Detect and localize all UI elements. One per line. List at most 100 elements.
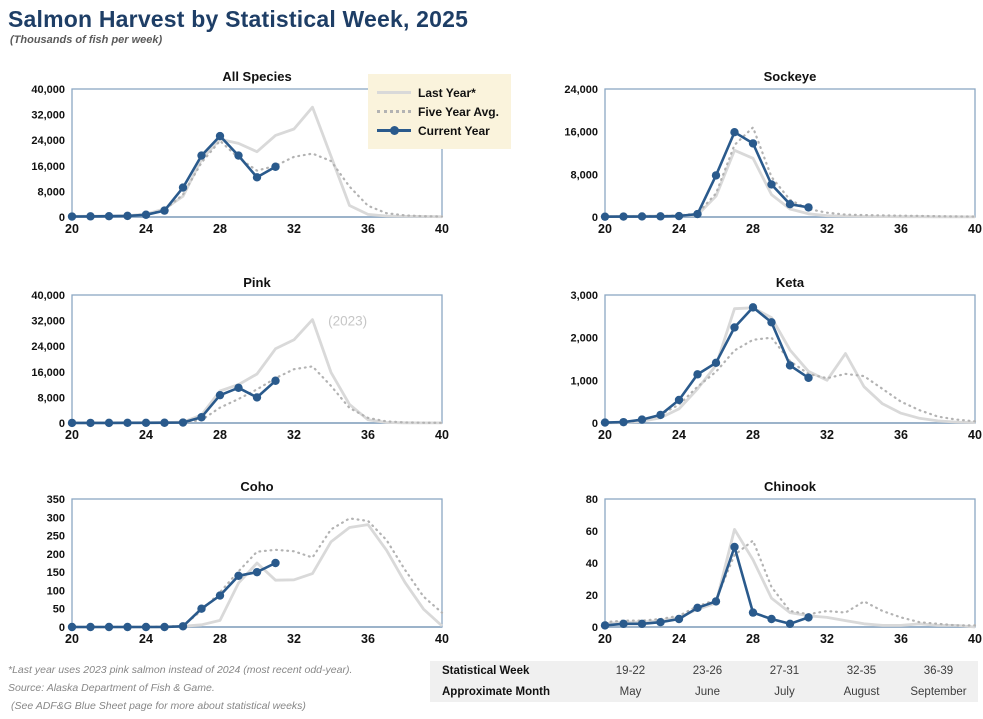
current-year-point [748, 139, 758, 148]
y-tick-label: 80 [586, 494, 598, 506]
current-year-point [656, 212, 665, 221]
current-year-point [785, 200, 795, 209]
current-year-point [674, 211, 684, 221]
current-year-point [804, 613, 813, 622]
x-tick-label: 24 [139, 632, 153, 646]
x-tick-label: 20 [598, 222, 612, 236]
current-year-point [804, 203, 813, 212]
y-tick-label: 32,000 [31, 316, 65, 328]
x-tick-label: 28 [746, 632, 760, 646]
current-year-point [252, 173, 262, 182]
month-name: August [843, 685, 880, 698]
y-tick-label: 0 [592, 418, 598, 430]
plot-border [604, 294, 976, 424]
plot-border [604, 498, 976, 628]
current-year-point [123, 418, 132, 428]
legend-label: Five Year Avg. [418, 104, 499, 119]
current-year-point [123, 622, 132, 632]
y-tick-label: 3,000 [570, 290, 598, 302]
current-year-point [67, 212, 77, 221]
y-tick-label: 0 [592, 212, 598, 224]
x-tick-label: 32 [820, 222, 834, 236]
week-range: 32-35 [846, 665, 877, 678]
footnote-source: Source: Alaska Department of Fish & Game… [8, 682, 215, 694]
y-tick-label: 300 [47, 512, 65, 524]
last-year-line-swatch [377, 91, 411, 94]
last-year-line [604, 306, 976, 425]
x-tick-label: 28 [213, 222, 227, 236]
current-year-point [767, 318, 776, 327]
legend-label: Current Year [418, 123, 490, 138]
current-year-point [711, 171, 721, 180]
y-tick-label: 200 [47, 549, 65, 561]
current-year-point [785, 361, 795, 370]
week-range: 19-22 [615, 665, 646, 678]
current-year-point [141, 210, 151, 219]
y-tick-label: 60 [586, 526, 598, 538]
x-tick-label: 40 [968, 428, 982, 442]
current-year-marker-swatch [390, 126, 399, 135]
current-year-point [730, 128, 739, 137]
current-year-point [711, 358, 721, 368]
current-year-point [271, 376, 280, 385]
footnote-last-year: *Last year uses 2023 pink salmon instead… [8, 664, 353, 676]
chart-title: Sockeye [764, 69, 817, 84]
current-year-point [178, 622, 188, 631]
week-range: 23-26 [692, 665, 723, 678]
current-year-line [72, 561, 277, 629]
x-tick-label: 20 [598, 632, 612, 646]
chart-all-species: All Species 0 8,000 16,000 24,000 32,000 40,00… [31, 69, 449, 236]
current-year-point [600, 212, 610, 221]
legend-item-five-year-avg: Five Year Avg. [377, 103, 501, 120]
current-year-point [197, 151, 206, 160]
x-tick-label: 36 [894, 222, 908, 236]
current-year-point [693, 209, 702, 219]
x-tick-label: 20 [65, 428, 79, 442]
current-year-point [804, 373, 813, 382]
legend-item-last-year: Last Year* [377, 84, 501, 101]
current-year-point [619, 212, 628, 221]
current-year-point [656, 618, 665, 627]
y-tick-label: 40,000 [31, 84, 65, 96]
current-year-line [72, 379, 277, 425]
current-year-point [271, 558, 280, 568]
current-year-point [767, 180, 776, 189]
current-year-point [160, 206, 169, 215]
current-year-point [86, 212, 95, 221]
y-tick-label: 24,000 [564, 84, 598, 96]
current-year-point [160, 418, 169, 427]
current-year-point [67, 622, 77, 632]
month-name: July [774, 685, 795, 698]
current-year-point [178, 183, 188, 192]
x-tick-label: 24 [672, 632, 686, 646]
current-year-point [767, 614, 776, 624]
current-year-point [234, 151, 243, 160]
x-tick-label: 40 [435, 428, 449, 442]
current-year-point [674, 614, 684, 624]
x-tick-label: 32 [820, 428, 834, 442]
legend-item-current-year: Current Year [377, 122, 501, 139]
y-tick-label: 32,000 [31, 110, 65, 122]
annotation-label: (2023) [328, 313, 367, 328]
current-year-point [252, 567, 262, 577]
x-tick-label: 28 [746, 428, 760, 442]
current-year-line [604, 545, 809, 627]
plot-border [604, 88, 976, 218]
x-tick-label: 36 [361, 632, 375, 646]
current-year-point [215, 131, 225, 141]
chart-title: Coho [240, 479, 273, 494]
current-year-point [637, 619, 647, 628]
chart-title: Pink [243, 275, 271, 290]
current-year-line-swatch [377, 126, 411, 135]
x-tick-label: 24 [672, 428, 686, 442]
y-tick-label: 0 [59, 212, 65, 224]
current-year-point [178, 418, 188, 427]
plot-border [71, 294, 443, 424]
y-tick-label: 16,000 [31, 161, 65, 173]
current-year-point [693, 370, 702, 379]
page-title: Salmon Harvest by Statistical Week, 2025 [8, 6, 469, 32]
current-year-point [619, 619, 628, 628]
y-tick-label: 24,000 [31, 135, 65, 147]
current-year-point [730, 323, 739, 332]
current-year-line [604, 306, 810, 424]
